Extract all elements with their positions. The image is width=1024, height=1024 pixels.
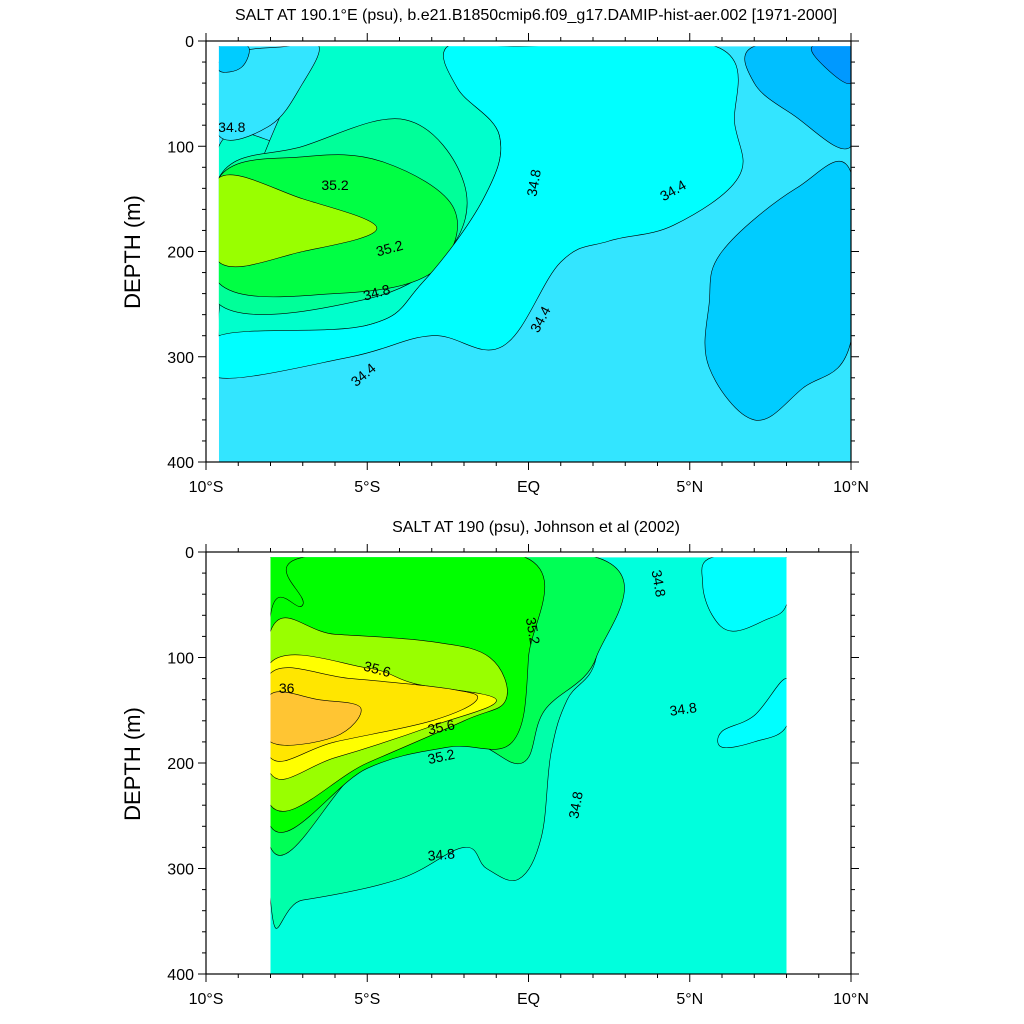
contour-region-34.4 xyxy=(218,46,320,141)
y-tick-label: 200 xyxy=(167,245,194,262)
contour-region-34 xyxy=(218,46,250,73)
y-tick-label: 400 xyxy=(167,967,194,984)
x-tick-label: 5°N xyxy=(676,991,703,1008)
bottom-panel: SALT AT 190 (psu), Johnson et al (2002) … xyxy=(120,519,869,1008)
contour-label: 34.8 xyxy=(523,168,544,198)
contour-label: 35.2 xyxy=(321,177,348,193)
contour-region-33.6 xyxy=(810,46,851,85)
top-y-axis-label: DEPTH (m) xyxy=(120,195,145,309)
bottom-plot-area: 34.8 35.2 35.6 36 35.6 35.2 34.8 34.8 34.8 10°S 5°… xyxy=(167,544,869,1008)
top-panel-title: SALT AT 190.1°E (psu), b.e21.B1850cmip6.… xyxy=(235,7,837,24)
contour-region-34.6 xyxy=(218,46,744,379)
y-tick-label: 0 xyxy=(185,34,194,51)
y-tick-label: 100 xyxy=(167,139,194,156)
contour-label: 34.8 xyxy=(649,569,670,599)
x-tick-label: EQ xyxy=(517,479,540,496)
contour-region-34.6 xyxy=(701,557,787,632)
contour-label: 35.6 xyxy=(362,658,393,681)
x-tick-label: 10°N xyxy=(833,479,869,496)
contour-label: 35.2 xyxy=(523,616,544,646)
contour-label: 34.8 xyxy=(361,281,392,304)
top-plot-area: 34.835.2 34.8 34.435.234.834.434.410°S 5°S E… xyxy=(167,33,869,496)
x-tick-label: EQ xyxy=(517,991,540,1008)
contour-label: 35.2 xyxy=(374,237,405,260)
contour-field: 34.835.2 34.8 34.435.234.834.434.4 xyxy=(218,46,851,462)
x-tick-label: 5°S xyxy=(354,991,380,1008)
contour-region-34 xyxy=(704,160,851,421)
x-tick-label: 10°N xyxy=(833,991,869,1008)
contour-label: 34.8 xyxy=(427,845,456,863)
contour-region-34.6 xyxy=(717,678,787,749)
y-tick-label: 400 xyxy=(167,455,194,472)
y-tick-label: 300 xyxy=(167,862,194,879)
y-tick-label: 300 xyxy=(167,350,194,367)
y-tick-label: 100 xyxy=(167,651,194,668)
contour-label: 35.2 xyxy=(426,746,456,767)
contour-region-35.4 xyxy=(218,174,378,268)
top-panel: SALT AT 190.1°E (psu), b.e21.B1850cmip6.… xyxy=(120,7,869,496)
contour-region-33.8 xyxy=(744,46,851,150)
bottom-panel-title: SALT AT 190 (psu), Johnson et al (2002) xyxy=(392,519,680,536)
x-tick-label: 10°S xyxy=(189,479,224,496)
bottom-y-axis-label: DEPTH (m) xyxy=(120,707,145,821)
contour-label: 34.8 xyxy=(565,790,586,820)
contour-label: 35.6 xyxy=(426,716,456,737)
contour-label: 34.8 xyxy=(669,699,698,719)
y-tick-label: 0 xyxy=(185,545,194,562)
contour-field: 34.8 35.2 35.6 36 35.6 35.2 34.8 34.8 34.8 xyxy=(270,557,787,974)
x-tick-label: 10°S xyxy=(189,991,224,1008)
contour-region-36.2 xyxy=(270,691,362,746)
contour-label: 34.8 xyxy=(218,119,245,135)
x-tick-label: 5°N xyxy=(676,479,703,496)
y-tick-label: 200 xyxy=(167,756,194,773)
contour-label: 36 xyxy=(279,680,295,696)
x-tick-label: 5°S xyxy=(354,479,380,496)
